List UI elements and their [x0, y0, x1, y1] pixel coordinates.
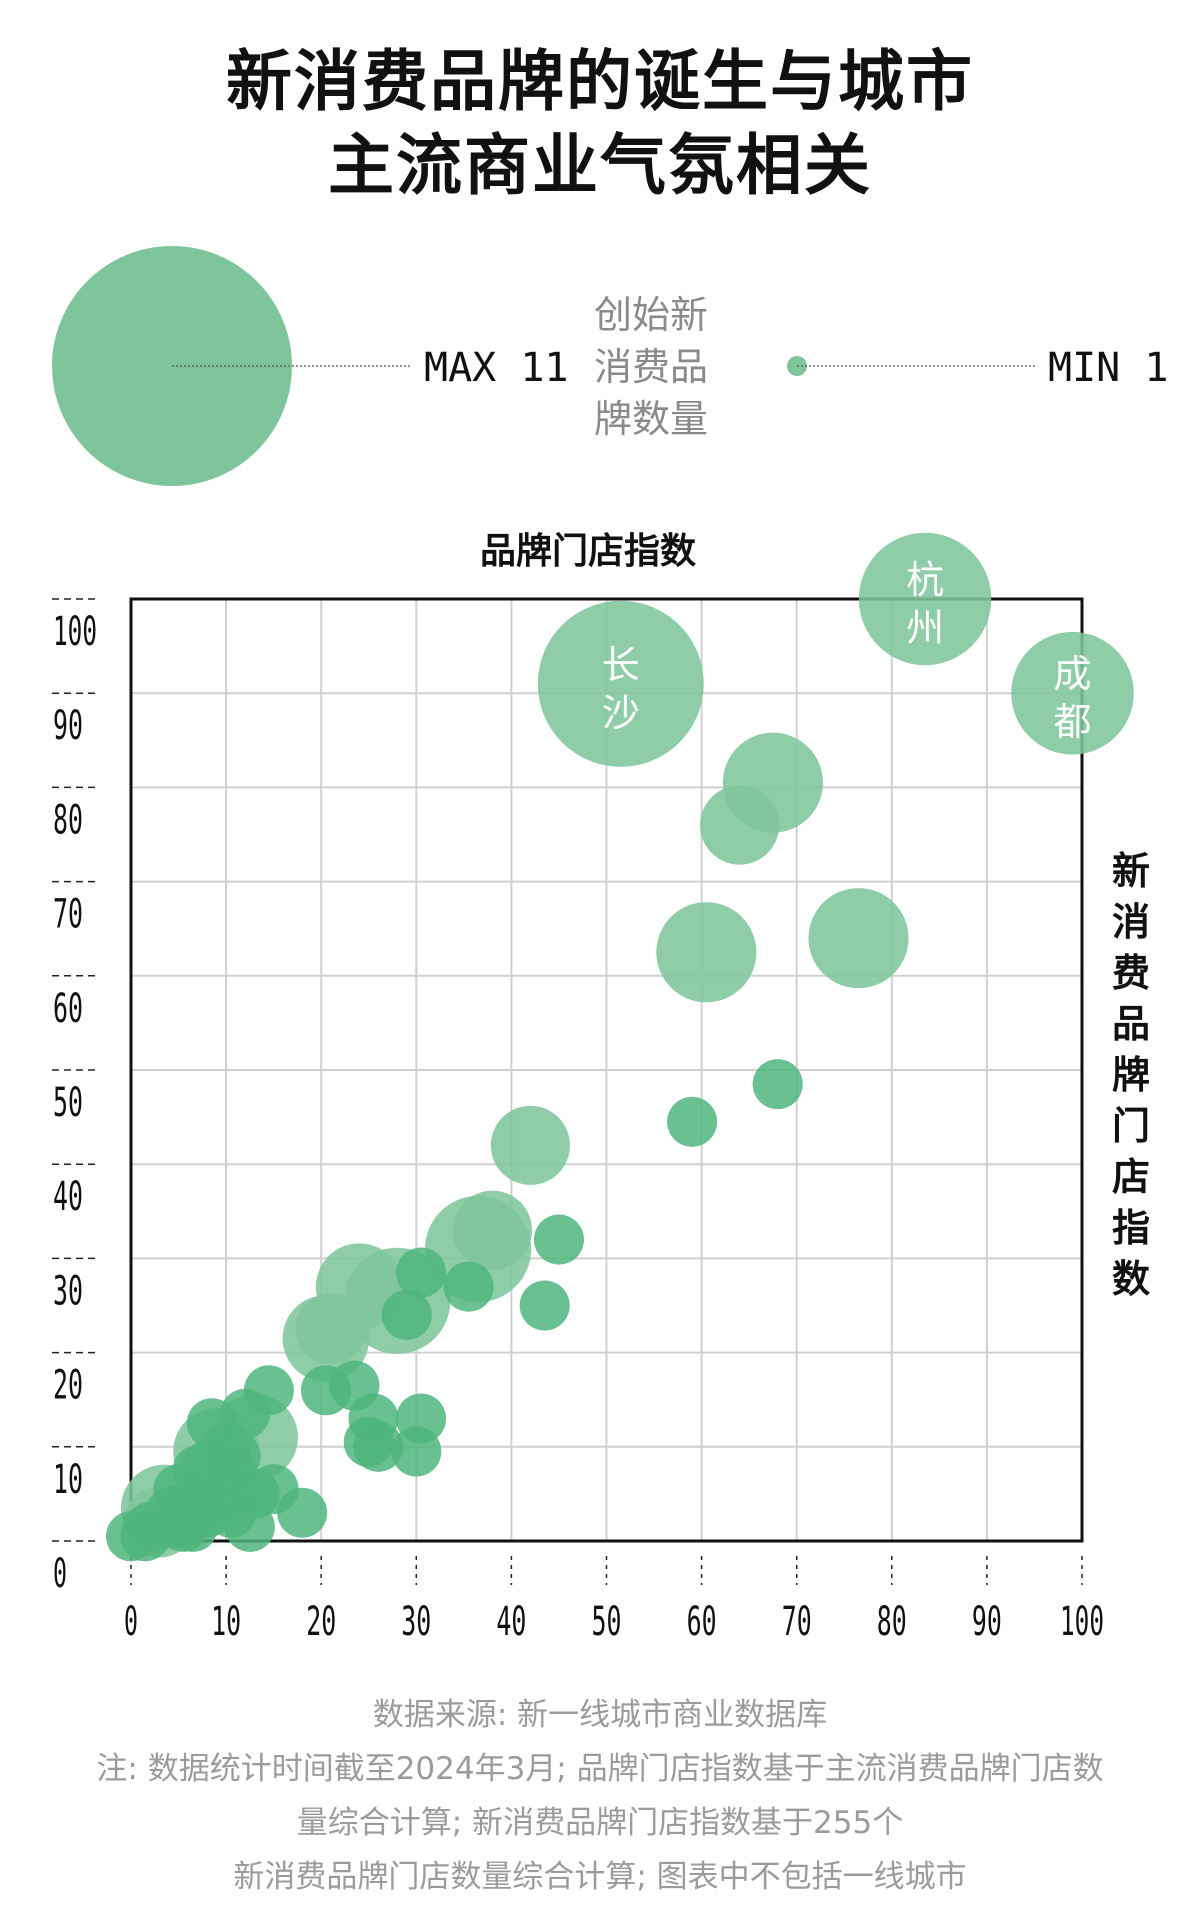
bubble — [396, 1247, 447, 1298]
chart-title: 新消费品牌的诞生与城市 主流商业气氛相关 — [0, 40, 1200, 208]
y-tick-label: 60 — [53, 986, 83, 1032]
legend-min-text: MIN 1 — [1048, 345, 1168, 391]
y-tick-label: 30 — [53, 1268, 83, 1314]
bubble — [700, 785, 780, 865]
x-tick-label: 10 — [211, 1599, 241, 1645]
bubble — [182, 1487, 233, 1538]
x-tick-label: 70 — [782, 1599, 812, 1645]
title-line-1: 新消费品牌的诞生与城市 — [226, 43, 974, 120]
size-legend: MAX 11 创始新 消费品 牌数量 MIN 1 — [52, 246, 1168, 486]
x-tick-label: 20 — [306, 1599, 336, 1645]
bubble — [300, 1365, 351, 1416]
bubble — [490, 1105, 570, 1185]
y-tick-label: 0 — [53, 1551, 67, 1597]
x-tick-label: 90 — [972, 1599, 1002, 1645]
y-axis-title-char: 费 — [1112, 951, 1150, 995]
footnote-line-1: 注: 数据统计时间截至2024年3月; 品牌门店指数基于主流消费品牌门店数 — [96, 1751, 1104, 1787]
bubble — [224, 1501, 275, 1552]
bubble — [353, 1421, 404, 1472]
y-axis-title-char: 店 — [1112, 1155, 1150, 1199]
bubble — [533, 1214, 584, 1265]
bubble — [1011, 631, 1134, 755]
bubble-label: 都 — [1053, 700, 1091, 744]
bubble — [752, 1059, 803, 1110]
y-tick-label: 20 — [53, 1363, 83, 1409]
legend-max-text: MAX 11 — [424, 345, 569, 391]
bubble — [277, 1487, 328, 1538]
y-axis-title-char: 数 — [1112, 1257, 1150, 1301]
y-axis-title: 新消费品牌门店指数 — [1112, 849, 1150, 1301]
x-tick-label: 0 — [124, 1599, 138, 1645]
bubble — [452, 1190, 532, 1270]
y-tick-label: 100 — [53, 609, 97, 655]
x-tick-label: 40 — [496, 1599, 526, 1645]
y-tick-label: 70 — [53, 892, 83, 938]
x-tick-label: 80 — [877, 1599, 907, 1645]
y-axis-title-char: 新 — [1112, 849, 1150, 893]
footnote-line-3: 新消费品牌门店数量综合计算; 图表中不包括一线城市 — [233, 1859, 967, 1895]
bubble — [381, 1289, 432, 1340]
x-axis-ticks: 0 10 20 30 40 50 60 70 80 90 100 — [124, 1556, 1104, 1645]
bubble — [667, 1096, 718, 1147]
x-tick-label: 60 — [687, 1599, 717, 1645]
y-tick-label: 80 — [53, 797, 83, 843]
legend-title-line-3: 牌数量 — [594, 397, 708, 441]
notes: 数据来源: 新一线城市商业数据库 注: 数据统计时间截至2024年3月; 品牌门… — [0, 1688, 1200, 1904]
y-axis-title-char: 品 — [1112, 1002, 1150, 1046]
bubble — [808, 888, 909, 989]
y-axis-title-char: 牌 — [1112, 1053, 1150, 1097]
source-note: 数据来源: 新一线城市商业数据库 — [372, 1697, 828, 1733]
x-tick-label: 30 — [401, 1599, 431, 1645]
bubble — [295, 1293, 367, 1365]
y-axis-ticks: 0 10 20 30 40 50 60 70 80 90 100 — [52, 598, 100, 1597]
bubble-label: 沙 — [602, 691, 640, 735]
y-tick-label: 50 — [53, 1080, 83, 1126]
bubble — [537, 600, 704, 767]
y-tick-label: 90 — [53, 703, 83, 749]
bubble-label: 州 — [906, 606, 944, 650]
bubble — [443, 1261, 494, 1312]
bubble-label: 杭 — [906, 558, 944, 602]
x-axis-title: 品牌门店指数 — [480, 531, 696, 572]
bubble — [656, 902, 757, 1003]
bubble — [391, 1426, 442, 1477]
y-axis-title-char: 指 — [1112, 1206, 1150, 1250]
bubble-label: 成 — [1053, 652, 1091, 696]
plot-frame — [129, 597, 1084, 1543]
title-line-2: 主流商业气氛相关 — [328, 127, 872, 204]
footnote-line-2: 量综合计算; 新消费品牌门店指数基于255个 — [296, 1805, 904, 1841]
legend-title-line-2: 消费品 — [594, 345, 708, 389]
y-tick-label: 10 — [53, 1457, 83, 1503]
y-axis-title-char: 消 — [1112, 900, 1150, 944]
y-tick-label: 40 — [53, 1174, 83, 1220]
x-tick-label: 50 — [592, 1599, 622, 1645]
bubble — [519, 1280, 570, 1331]
bubble — [858, 532, 992, 666]
legend-title-line-1: 创始新 — [594, 293, 708, 337]
y-axis-title-char: 门 — [1112, 1104, 1150, 1148]
x-tick-label: 100 — [1060, 1599, 1104, 1645]
bubble-label: 长 — [602, 643, 640, 687]
bubble — [105, 1511, 157, 1562]
